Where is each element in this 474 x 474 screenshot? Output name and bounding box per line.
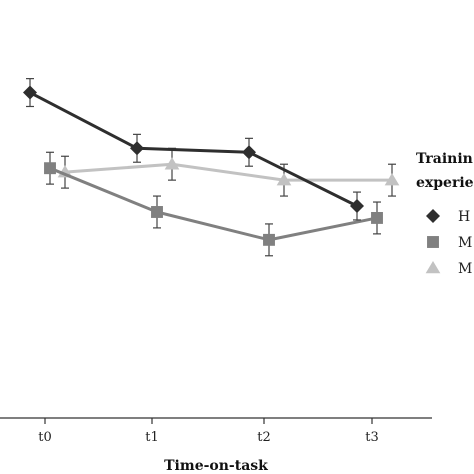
- series-line: [49, 166, 378, 242]
- x-tick-labels: t0 t1 t2 t3: [38, 430, 379, 445]
- x-ticks: [44, 418, 373, 424]
- data-point: [164, 157, 180, 170]
- series-line: [64, 162, 392, 182]
- x-tick-label: t0: [38, 430, 52, 445]
- x-tick-label: t2: [257, 430, 271, 445]
- data-point: [151, 206, 163, 218]
- series-triangle: [57, 147, 400, 197]
- legend-label: M: [458, 235, 472, 251]
- series-square: [44, 151, 383, 257]
- legend-label: M: [458, 261, 472, 277]
- plot-area: [23, 78, 400, 257]
- legend-item: M: [425, 261, 472, 277]
- data-point: [350, 199, 364, 214]
- legend-title-line-2: experie: [416, 175, 474, 191]
- data-point: [263, 233, 275, 246]
- diamond-legend-marker: [426, 209, 440, 223]
- axes: t0 t1 t2 t3 Time-on-task: [0, 417, 432, 474]
- data-point: [44, 162, 56, 175]
- series-diamond: [23, 78, 364, 221]
- legend: Trainin experie HMM: [416, 151, 474, 277]
- data-point: [130, 141, 144, 156]
- data-point: [276, 173, 292, 186]
- data-point: [371, 212, 383, 224]
- legend-items: HMM: [425, 209, 472, 277]
- x-axis-title: Time-on-task: [164, 458, 268, 474]
- x-tick-label: t1: [145, 430, 159, 445]
- legend-title-line-1: Trainin: [416, 151, 473, 167]
- x-tick-label: t3: [365, 430, 379, 445]
- triangle-legend-marker: [425, 261, 441, 274]
- legend-label: H: [458, 209, 470, 225]
- square-legend-marker: [427, 236, 439, 248]
- legend-item: M: [427, 235, 472, 251]
- data-point: [384, 173, 400, 186]
- series-line: [29, 91, 358, 208]
- legend-item: H: [426, 209, 470, 225]
- data-point: [23, 85, 37, 100]
- data-point: [242, 145, 256, 160]
